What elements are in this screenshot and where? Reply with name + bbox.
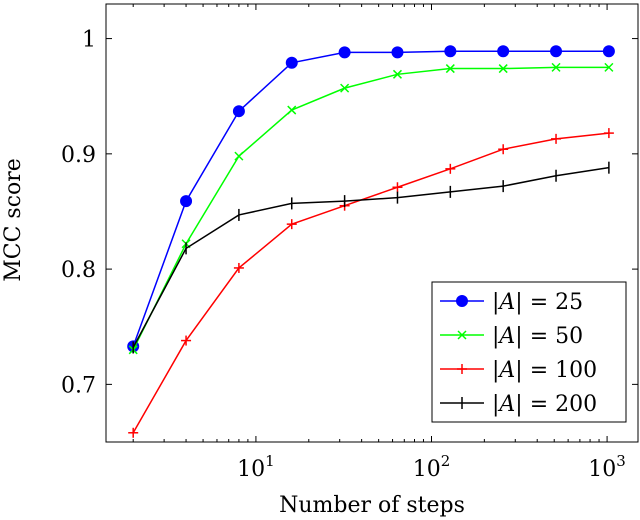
legend-item: |A| = 25 (440, 290, 583, 315)
plot-area (127, 45, 615, 438)
data-point (285, 56, 298, 69)
legend-label: |A| = 50 (492, 324, 583, 349)
data-point (392, 182, 403, 193)
legend-marker (457, 330, 467, 340)
data-point (551, 133, 562, 144)
series-2 (128, 62, 614, 355)
marker-stroke (287, 105, 297, 115)
y-tick-label: 0.9 (61, 143, 96, 168)
data-point (181, 335, 192, 346)
data-point (445, 64, 455, 74)
data-point (498, 144, 509, 155)
y-tick-label: 0.7 (61, 373, 96, 398)
x-axis-label: Number of steps (279, 493, 465, 518)
data-point (551, 62, 561, 72)
legend: |A| = 25 |A| = 50 |A| = 100 |A| = 200 (431, 281, 627, 423)
marker-stroke (445, 64, 455, 74)
data-point (603, 128, 614, 139)
series-1 (127, 45, 615, 353)
data-point (497, 45, 510, 58)
x-tick-label: 101 (237, 452, 275, 482)
data-point (128, 427, 139, 438)
axes: 0.7 0.8 0.9 1 101 102 103 (61, 3, 639, 482)
data-point (498, 64, 508, 74)
series-3 (128, 128, 614, 438)
series-line (132, 132, 609, 434)
legend-marker (456, 295, 468, 307)
data-point (444, 45, 457, 58)
data-point (602, 45, 615, 58)
legend-label: |A| = 25 (492, 290, 583, 315)
legend-label: |A| = 200 (492, 392, 597, 417)
legend-item: |A| = 200 (440, 392, 597, 417)
marker-stroke (457, 330, 467, 340)
series-line (132, 66, 609, 351)
marker-stroke (234, 151, 244, 161)
y-tick-label: 1 (82, 28, 96, 53)
data-point (338, 46, 351, 59)
data-point (391, 46, 404, 59)
data-point (392, 69, 403, 79)
plot-frame (105, 3, 639, 443)
y-axis-label: MCC score (1, 158, 26, 282)
series-4 (132, 161, 610, 354)
marker-stroke (340, 83, 350, 93)
legend-marker (457, 364, 467, 374)
legend-item: |A| = 100 (440, 358, 597, 383)
data-point (232, 105, 245, 118)
data-point (286, 219, 297, 230)
marker-stroke (604, 62, 614, 72)
marker-stroke (551, 62, 561, 72)
legend-label: |A| = 100 (492, 358, 597, 383)
data-point (287, 105, 297, 115)
marker-stroke (498, 64, 508, 74)
data-point (180, 195, 193, 208)
legend-item: |A| = 50 (440, 324, 583, 349)
series-line (132, 50, 609, 347)
series-line (132, 166, 610, 348)
data-point (550, 45, 563, 58)
data-point (445, 163, 456, 174)
data-point (340, 83, 350, 93)
data-point (604, 62, 614, 72)
data-point (233, 262, 244, 273)
y-tick-label: 0.8 (61, 258, 96, 283)
x-tick-label: 103 (588, 452, 626, 482)
x-tick-label: 102 (413, 452, 451, 482)
data-point (234, 151, 244, 161)
marker-stroke (392, 69, 403, 79)
